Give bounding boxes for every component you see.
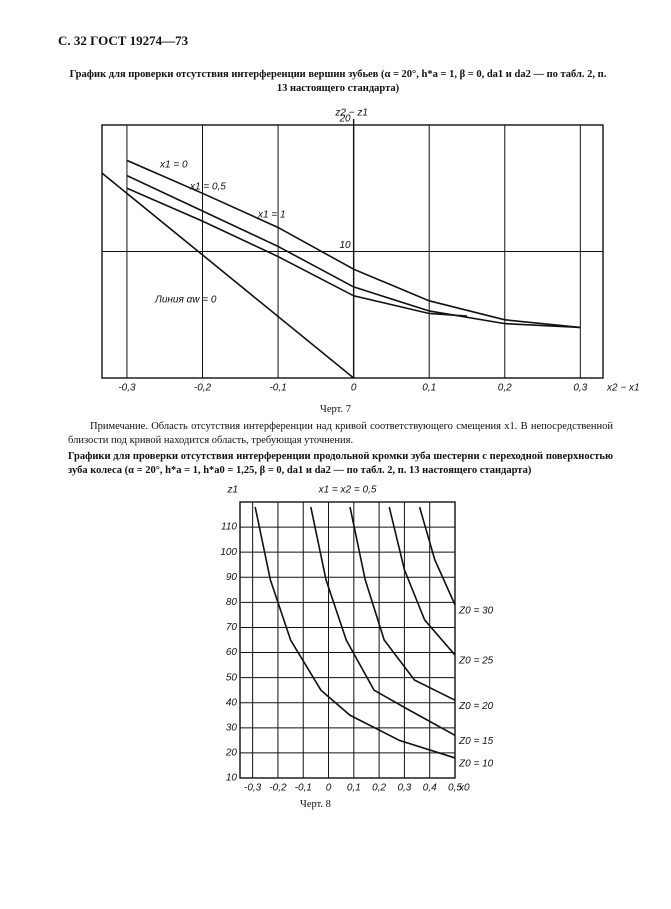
- x-tick-label: 0,4: [423, 783, 437, 794]
- x-tick-label: 0,1: [347, 783, 361, 794]
- y-tick-label: 10: [340, 240, 352, 251]
- y-tick-label: 30: [226, 722, 238, 733]
- x-tick-label: -0,3: [118, 383, 136, 394]
- y-tick-label: 50: [226, 672, 238, 683]
- curve-label: Z0 = 25: [458, 656, 494, 667]
- x-tick-label: -0,1: [269, 383, 286, 394]
- y-tick-label: 60: [226, 647, 238, 658]
- note: Примечание. Область отсутствия интерфере…: [68, 421, 613, 446]
- curve: [126, 187, 468, 317]
- y-tick-label: 20: [225, 748, 238, 759]
- heading: Графики для проверки отсутствия интерфер…: [68, 451, 613, 476]
- caption: Черт. 8: [300, 799, 331, 810]
- curve: [126, 159, 581, 329]
- curve-label: x1 = 0: [159, 160, 188, 171]
- page-header: С. 32 ГОСТ 19274—73: [58, 33, 189, 48]
- curve: [418, 506, 456, 606]
- curve: [310, 506, 456, 737]
- x-tick-label: -0,2: [269, 783, 287, 794]
- plot-frame: [239, 501, 456, 779]
- x-tick-label: 0,3: [573, 383, 587, 394]
- curve: [349, 506, 456, 701]
- y-axis-label: z1: [226, 485, 238, 496]
- curve-label: Z0 = 30: [458, 606, 494, 617]
- x-tick-label: -0,3: [244, 783, 262, 794]
- curve: [126, 174, 581, 329]
- curve-label: x1 = 0,5: [189, 182, 226, 193]
- y-tick-label: 80: [226, 597, 238, 608]
- curve: [388, 506, 456, 656]
- x-axis-label: x2 − x1: [606, 383, 640, 394]
- chart-title: x1 = x2 = 0,5: [318, 485, 377, 496]
- curve-label: x1 = 1: [257, 210, 286, 221]
- curve-label: Линия αw = 0: [154, 295, 217, 306]
- x-tick-label: 0,5: [448, 783, 462, 794]
- curve: [254, 506, 456, 759]
- curve-label: Z0 = 15: [458, 736, 494, 747]
- x-tick-label: 0,2: [498, 383, 512, 394]
- y-tick-label: 10: [226, 773, 238, 784]
- x-axis-label: x0: [458, 783, 470, 794]
- x-tick-label: 0: [351, 383, 357, 394]
- x-tick-label: -0,2: [194, 383, 212, 394]
- y-tick-label: 110: [221, 522, 237, 533]
- caption: Черт. 7: [320, 404, 351, 415]
- x-tick-label: 0: [326, 783, 332, 794]
- x-tick-label: 0,2: [372, 783, 386, 794]
- y-axis-label: z2 − z1: [334, 108, 368, 119]
- heading: График для проверки отсутствия интерфере…: [69, 69, 607, 94]
- curve: [101, 172, 355, 379]
- y-tick-label: 20: [339, 114, 352, 125]
- y-tick-label: 90: [226, 572, 238, 583]
- x-tick-label: -0,1: [295, 783, 312, 794]
- curve-label: Z0 = 20: [458, 701, 494, 712]
- x-tick-label: 0,1: [422, 383, 436, 394]
- x-tick-label: 0,3: [397, 783, 411, 794]
- y-tick-label: 100: [220, 547, 237, 558]
- curve-label: Z0 = 10: [458, 759, 494, 770]
- y-tick-label: 70: [226, 622, 238, 633]
- y-tick-label: 40: [226, 697, 238, 708]
